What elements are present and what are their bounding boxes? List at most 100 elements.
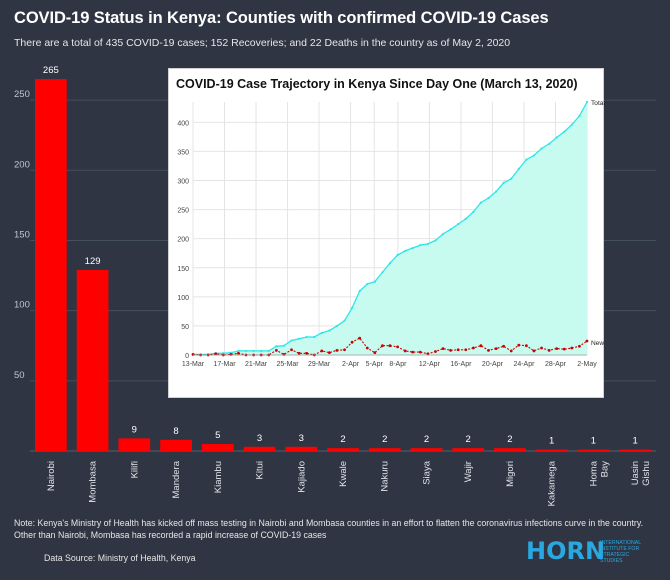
- inset-x-tick-label: 16-Apr: [450, 361, 472, 368]
- inset-x-tick-label: 24-Apr: [513, 361, 535, 368]
- bar-value-label: 1: [632, 436, 637, 447]
- bar: [201, 443, 234, 451]
- new-cases-point: [441, 347, 445, 351]
- total-cases-point: [540, 147, 543, 150]
- total-cases-point: [351, 306, 354, 309]
- total-cases-point: [449, 228, 452, 231]
- inset-y-tick-label: 300: [177, 179, 189, 186]
- new-cases-point: [358, 336, 362, 340]
- total-cases-point: [487, 196, 490, 200]
- bar-value-label: 3: [299, 433, 304, 444]
- new-cases-point: [388, 344, 392, 348]
- new-cases-point: [555, 347, 559, 351]
- category-label: Uasin: [630, 461, 641, 485]
- bar: [76, 269, 109, 451]
- total-cases-point: [305, 335, 308, 339]
- total-cases-point: [570, 123, 573, 126]
- category-label: Mombasa: [88, 460, 99, 502]
- total-cases-point: [441, 232, 445, 236]
- inset-x-tick-label: 12-Apr: [419, 361, 441, 368]
- total-cases-point: [434, 239, 437, 242]
- new-cases-point: [335, 348, 339, 352]
- category-label: Nakuru: [380, 461, 391, 492]
- trajectory-line-chart: 0 50 100 150 200 250 300 350 400 13-Mar 17-Mar 21-M…: [177, 100, 605, 368]
- bar: [368, 448, 401, 451]
- page-title: COVID-19 Status in Kenya: Counties with …: [14, 9, 549, 27]
- total-cases-point: [411, 246, 414, 250]
- logo-tagline: International Institute for Strategic St…: [600, 540, 656, 564]
- logo-tagline-line: Studies: [600, 558, 623, 564]
- inset-x-tick-label: 17-Mar: [213, 361, 236, 368]
- new-cases-point: [297, 351, 301, 355]
- total-cases-point: [388, 262, 392, 265]
- inset-y-tick-label: 250: [177, 208, 189, 215]
- new-cases-point: [585, 339, 589, 343]
- new-cases-point: [471, 346, 475, 350]
- inset-y-tick-label: 150: [177, 266, 189, 273]
- new-cases-point: [524, 344, 528, 348]
- new-cases-point: [449, 348, 453, 352]
- bar-value-label: 129: [85, 256, 101, 267]
- category-label: Kitui: [255, 461, 266, 479]
- total-cases-point: [578, 114, 581, 118]
- total-cases-point: [328, 329, 331, 332]
- total-cases-series-label: Total Cases [435]: [591, 100, 605, 107]
- total-cases-point: [494, 190, 498, 193]
- total-cases-point: [244, 349, 248, 353]
- new-cases-point: [320, 349, 324, 353]
- new-cases-point: [509, 349, 513, 353]
- bar-value-label: 2: [340, 434, 345, 445]
- category-label: Nairobi: [46, 461, 57, 491]
- category-label: Kajiado: [296, 461, 307, 493]
- new-cases-point: [381, 344, 384, 348]
- bar: [410, 448, 443, 451]
- new-cases-point: [517, 343, 521, 347]
- y-tick-label: 50: [14, 370, 25, 381]
- new-cases-point: [464, 348, 468, 352]
- total-cases-point: [297, 337, 301, 340]
- total-cases-point: [419, 243, 422, 247]
- total-cases-point: [237, 349, 240, 353]
- total-cases-point: [366, 282, 369, 286]
- new-cases-point: [274, 348, 278, 352]
- bar: [577, 449, 610, 451]
- inset-x-tick-label: 25-Mar: [276, 361, 299, 368]
- bar-value-label: 3: [257, 433, 262, 444]
- data-source: Data Source: Ministry of Health, Kenya: [44, 553, 196, 563]
- new-cases-point: [570, 346, 574, 350]
- total-cases-point: [381, 271, 384, 274]
- bar-value-label: 265: [43, 65, 59, 76]
- y-tick-label: 150: [14, 229, 30, 240]
- bar: [118, 438, 151, 451]
- bar-value-label: 2: [382, 434, 387, 445]
- total-cases-point: [335, 324, 339, 328]
- total-cases-point: [555, 136, 558, 139]
- inset-x-tick-label: 28-Apr: [545, 361, 567, 368]
- new-cases-point: [547, 348, 551, 352]
- new-cases-point: [403, 349, 407, 353]
- bar: [619, 449, 651, 451]
- new-cases-point: [434, 350, 437, 353]
- total-cases-point: [343, 319, 346, 322]
- new-cases-point: [365, 346, 369, 350]
- horn-logo: HORN International Institute for Strateg…: [526, 537, 656, 567]
- page-subtitle: There are a total of 435 COVID-19 cases;…: [14, 37, 511, 49]
- inset-x-tick-label: 20-Apr: [482, 361, 504, 368]
- total-cases-point: [502, 181, 505, 184]
- category-label: Kilifi: [129, 461, 140, 478]
- new-cases-point: [532, 349, 536, 353]
- new-cases-point: [456, 348, 460, 352]
- logo-wordmark: HORN: [526, 537, 606, 565]
- total-cases-point: [532, 154, 536, 157]
- total-cases-point: [525, 158, 528, 161]
- inset-x-tick-label: 21-Mar: [245, 361, 268, 368]
- total-cases-point: [510, 177, 513, 180]
- bar: [285, 446, 318, 451]
- inset-x-tick-label: 29-Mar: [308, 361, 331, 368]
- new-cases-point: [411, 350, 415, 354]
- bar: [35, 79, 67, 451]
- new-cases-point: [290, 348, 293, 352]
- bar-value-label: 5: [215, 430, 220, 441]
- category-label: Siaya: [421, 460, 432, 484]
- total-cases-point: [585, 100, 589, 104]
